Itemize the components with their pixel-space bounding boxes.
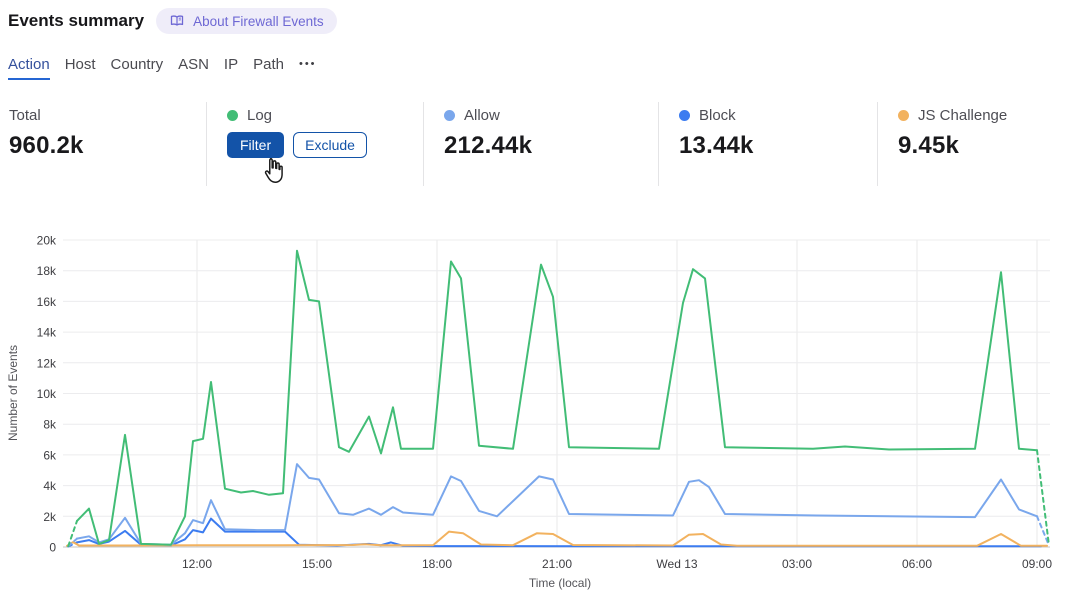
exclude-button[interactable]: Exclude xyxy=(293,132,367,158)
x-tick-label: 18:00 xyxy=(422,557,452,571)
y-tick-label: 8k xyxy=(43,418,57,432)
log-series-line xyxy=(76,249,1038,546)
stat-divider xyxy=(206,102,207,186)
stat-value-block: 13.44k xyxy=(679,132,754,159)
log-hover-actions: Filter Exclude xyxy=(227,132,367,158)
stat-card-total[interactable]: Total 960.2k xyxy=(9,107,84,160)
hand-cursor-icon xyxy=(258,156,288,193)
stat-divider xyxy=(877,102,878,186)
y-tick-label: 6k xyxy=(43,448,57,462)
log-series-dashed-tail xyxy=(1036,449,1050,547)
stat-label-allow: Allow xyxy=(464,107,500,124)
log-series-dashed-head xyxy=(67,519,78,548)
tab-path[interactable]: Path xyxy=(253,56,284,73)
stat-card-allow[interactable]: Allow 212.44k xyxy=(444,107,532,160)
stat-label-log: Log xyxy=(247,107,273,124)
stat-card-js-challenge[interactable]: JS Challenge 9.45k xyxy=(898,107,1007,160)
y-tick-label: 14k xyxy=(37,326,57,340)
filter-button[interactable]: Filter xyxy=(227,132,285,158)
page-title: Events summary xyxy=(8,11,145,30)
y-tick-label: 4k xyxy=(43,479,57,493)
y-tick-label: 0 xyxy=(49,541,56,555)
stat-divider xyxy=(658,102,659,186)
about-label: About Firewall Events xyxy=(193,13,324,29)
y-tick-label: 16k xyxy=(37,295,57,309)
x-tick-label: 09:00 xyxy=(1022,557,1052,571)
stat-card-log[interactable]: Log Filter Exclude xyxy=(227,107,367,158)
tab-host[interactable]: Host xyxy=(64,56,96,73)
tab-ip[interactable]: IP xyxy=(223,56,239,73)
x-tick-label: 03:00 xyxy=(782,557,812,571)
x-tick-label: 06:00 xyxy=(902,557,932,571)
x-tick-label: 21:00 xyxy=(542,557,572,571)
stat-value-allow: 212.44k xyxy=(444,132,533,159)
stat-card-block[interactable]: Block 13.44k xyxy=(679,107,754,160)
y-tick-label: 2k xyxy=(43,510,57,524)
y-tick-label: 20k xyxy=(37,234,57,248)
block-series-dot-icon xyxy=(679,110,690,121)
ellipsis-icon: ••• xyxy=(298,58,317,70)
tabs-more-button[interactable]: ••• xyxy=(299,58,317,80)
tab-action[interactable]: Action xyxy=(8,56,50,80)
block-series-line xyxy=(76,517,1042,548)
tab-asn[interactable]: ASN xyxy=(178,56,209,73)
tab-country[interactable]: Country xyxy=(110,56,164,73)
x-tick-label: 15:00 xyxy=(302,557,332,571)
stat-value-total: 960.2k xyxy=(9,132,84,159)
about-firewall-events-link[interactable]: About Firewall Events xyxy=(156,8,337,34)
allow-series-line xyxy=(76,463,1038,546)
allow-series-dot-icon xyxy=(444,110,455,121)
stat-label-total: Total xyxy=(9,107,41,124)
log-series-dot-icon xyxy=(227,110,238,121)
dimension-tabs: Action Host Country ASN IP Path ••• xyxy=(8,56,317,80)
y-tick-label: 18k xyxy=(37,264,57,278)
x-tick-label: 12:00 xyxy=(182,557,212,571)
header: Events summary About Firewall Events xyxy=(8,8,337,34)
js-challenge-series-dot-icon xyxy=(898,110,909,121)
js-challenge-series-line xyxy=(66,530,1048,547)
open-book-icon xyxy=(169,13,185,29)
x-axis-title: Time (local) xyxy=(529,576,591,590)
stat-divider xyxy=(423,102,424,186)
stat-label-block: Block xyxy=(699,107,736,124)
y-tick-label: 12k xyxy=(37,356,57,370)
allow-series-dashed-tail xyxy=(1036,515,1050,547)
x-tick-label: Wed 13 xyxy=(656,557,697,571)
y-tick-label: 10k xyxy=(37,387,57,401)
events-timeseries-chart[interactable]: 0 2k 4k 6k 8k 10k 12k 14k 16k 18k 20k 12:00 15:00 18:… xyxy=(0,230,1068,598)
stat-label-js-challenge: JS Challenge xyxy=(918,107,1008,124)
stat-value-js-challenge: 9.45k xyxy=(898,132,960,159)
y-axis-title: Number of Events xyxy=(6,345,20,441)
